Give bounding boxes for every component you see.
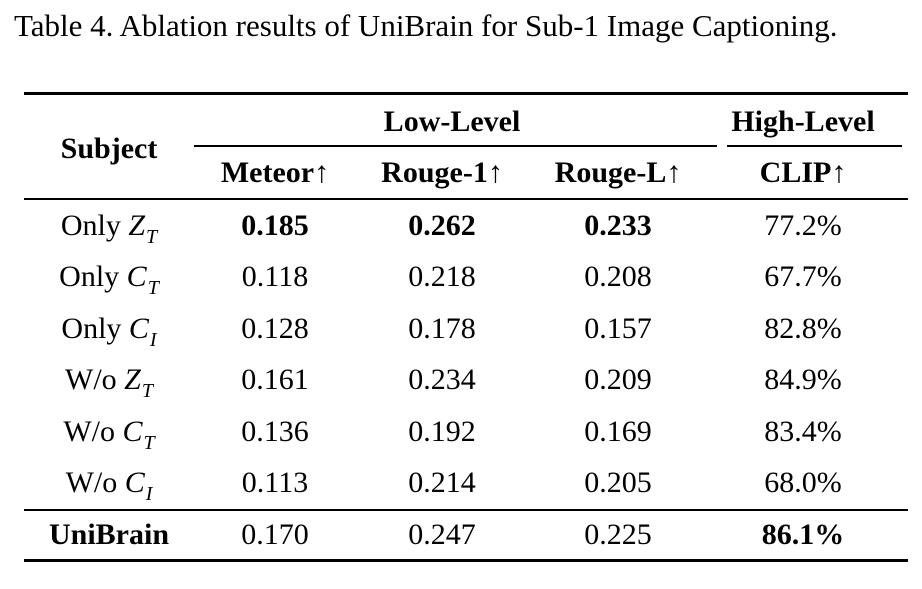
cell-meteor: 0.113 [241, 466, 309, 499]
row-subject-unibrain: UniBrain [48, 518, 170, 551]
cell-clip: 84.9% [764, 363, 842, 396]
cell-rougeL: 0.209 [584, 363, 652, 396]
header-low-level: Low-Level [383, 105, 521, 138]
row-subject: Only CT [59, 260, 159, 299]
cell-meteor: 0.118 [241, 260, 309, 293]
cell-rougeL: 0.157 [584, 312, 652, 345]
bottom-rule [24, 559, 908, 562]
cell-meteor: 0.136 [241, 415, 309, 448]
cell-rouge1: 0.262 [408, 209, 476, 242]
cell-meteor: 0.161 [241, 363, 309, 396]
cmidrule-high-level [727, 145, 902, 147]
row-subject: W/o ZT [65, 363, 153, 402]
cell-meteor: 0.128 [241, 312, 309, 345]
table-caption: Table 4. Ablation results of UniBrain fo… [14, 8, 838, 43]
cell-meteor: 0.170 [241, 518, 309, 551]
row-subject: W/o CI [65, 466, 153, 505]
cell-rouge1: 0.178 [408, 312, 476, 345]
header-rougeL: Rouge-L↑ [554, 156, 682, 189]
cell-clip: 67.7% [764, 260, 842, 293]
cell-clip: 86.1% [761, 518, 845, 551]
cmidrule-low-level [194, 145, 717, 147]
header-meteor: Meteor↑ [220, 156, 330, 189]
header-clip: CLIP↑ [759, 156, 847, 189]
final-row-rule [24, 509, 908, 511]
header-high-level: High-Level [731, 105, 875, 138]
cell-rougeL: 0.205 [584, 466, 652, 499]
row-subject: W/o CT [63, 415, 155, 454]
header-rouge1: Rouge-1↑ [381, 156, 503, 189]
ablation-table: Subject Low-Level High-Level Meteor↑ Rou… [24, 92, 908, 562]
cell-rougeL: 0.169 [584, 415, 652, 448]
cell-rouge1: 0.218 [408, 260, 476, 293]
cell-rougeL: 0.208 [584, 260, 652, 293]
cell-clip: 82.8% [764, 312, 842, 345]
cell-rouge1: 0.247 [408, 518, 476, 551]
top-rule [24, 92, 908, 95]
cell-rouge1: 0.214 [408, 466, 476, 499]
cell-clip: 68.0% [764, 466, 842, 499]
cell-clip: 83.4% [764, 415, 842, 448]
cell-rouge1: 0.192 [408, 415, 476, 448]
cell-clip: 77.2% [764, 209, 842, 242]
row-subject: Only ZT [60, 209, 158, 248]
cell-rougeL: 0.225 [584, 518, 652, 551]
row-subject: Only CI [61, 312, 157, 351]
cell-meteor: 0.185 [241, 209, 309, 242]
cell-rouge1: 0.234 [408, 363, 476, 396]
header-rule [24, 198, 908, 200]
cell-rougeL: 0.233 [584, 209, 652, 242]
header-subject: Subject [60, 132, 158, 165]
